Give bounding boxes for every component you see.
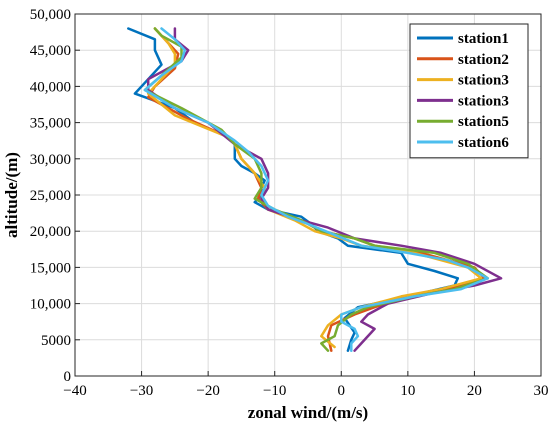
series-line-6 xyxy=(143,27,489,352)
y-tick-label: 35,000 xyxy=(30,116,71,132)
x-tick-label: −40 xyxy=(63,383,86,399)
x-tick-label: −10 xyxy=(263,383,286,399)
legend-label: station2 xyxy=(458,52,509,68)
y-tick-label: 45,000 xyxy=(30,43,71,59)
series-group xyxy=(127,27,503,352)
x-tick-label: 30 xyxy=(534,383,549,399)
y-tick-label: 40,000 xyxy=(30,79,71,95)
legend-label: station1 xyxy=(458,31,509,47)
legend-label: station6 xyxy=(458,135,509,151)
x-tick-label: −20 xyxy=(196,383,219,399)
x-axis-ticks: −40 −30 −20 −10 0 10 20 30 xyxy=(63,371,549,399)
legend-label: station3 xyxy=(458,93,509,109)
y-axis-ticks: 0 5000 10,000 15,000 20,000 25,000 30,000 35,00… xyxy=(30,7,80,385)
legend: station1 station2 station3 station3 station5… xyxy=(409,23,529,159)
y-tick-label: 50,000 xyxy=(30,7,71,23)
y-tick-label: 30,000 xyxy=(30,152,71,168)
legend-box xyxy=(409,23,529,159)
y-tick-label: 5000 xyxy=(41,333,71,349)
y-axis-label: altitude/(m) xyxy=(2,152,21,238)
x-axis-label: zonal wind/(m/s) xyxy=(248,403,368,422)
y-tick-label: 10,000 xyxy=(30,297,71,313)
y-tick-label: 15,000 xyxy=(30,260,71,276)
x-tick-label: 10 xyxy=(400,383,415,399)
y-tick-label: 20,000 xyxy=(30,224,71,240)
legend-label: station5 xyxy=(458,114,509,130)
x-tick-label: 20 xyxy=(467,383,482,399)
y-tick-label: 0 xyxy=(64,369,72,385)
x-tick-label: 0 xyxy=(338,383,346,399)
y-tick-label: 25,000 xyxy=(30,188,71,204)
x-tick-label: −30 xyxy=(130,383,153,399)
legend-label: station3 xyxy=(458,73,509,89)
